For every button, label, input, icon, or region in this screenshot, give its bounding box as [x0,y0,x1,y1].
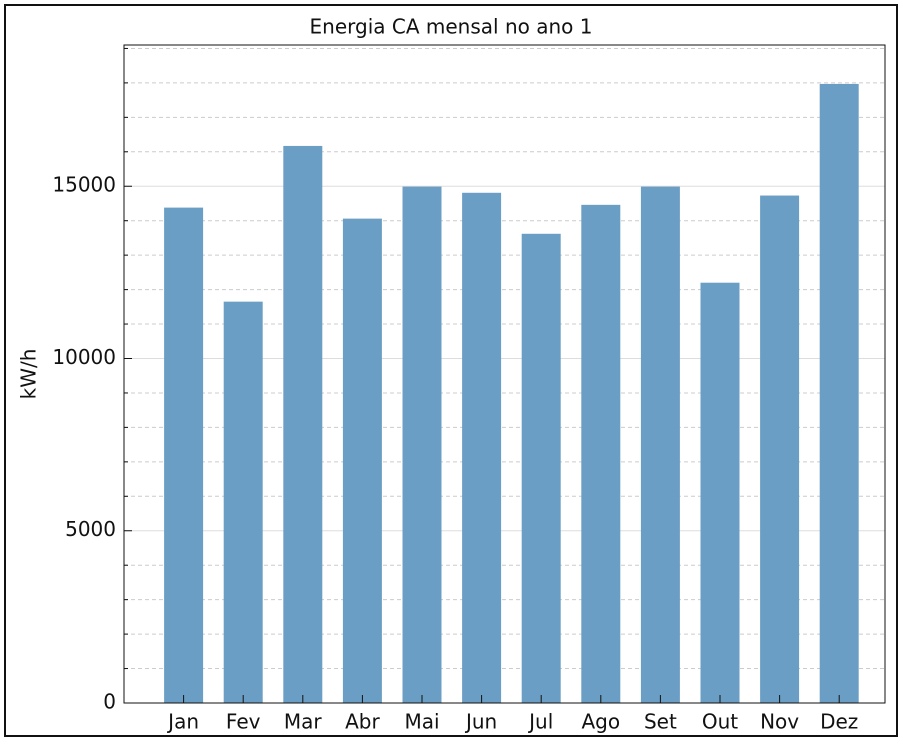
bar [462,192,502,703]
bar [700,282,740,703]
x-tick-label: Mar [284,710,323,734]
y-tick-label: 10000 [52,345,116,369]
x-tick-label: Fev [226,710,261,734]
bar [819,83,859,704]
x-tick-label: Jan [166,710,199,734]
bar [164,207,204,704]
chart-title: Energia CA mensal no ano 1 [310,15,593,39]
frame [4,4,898,737]
bar [402,186,442,703]
plot-area [123,44,886,704]
y-tick-label: 5000 [65,517,116,541]
bar [342,218,382,703]
y-tick-label: 0 [103,690,116,714]
bar [581,204,621,703]
bar [223,301,263,703]
x-tick-label: Jun [464,710,497,734]
x-tick-label: Mai [404,710,439,734]
bar [640,186,680,703]
x-tick-label: Set [644,710,677,734]
bar [760,195,800,703]
x-tick-label: Ago [581,710,620,734]
y-tick-label: 15000 [52,173,116,197]
y-axis-label: kW/h [17,349,41,400]
bar [521,233,561,704]
bar [283,145,323,703]
x-tick-label: Dez [820,710,858,734]
x-tick-label: Out [702,710,738,734]
x-tick-label: Abr [345,710,380,734]
x-tick-label: Jul [527,710,553,734]
x-tick-label: Nov [760,710,799,734]
